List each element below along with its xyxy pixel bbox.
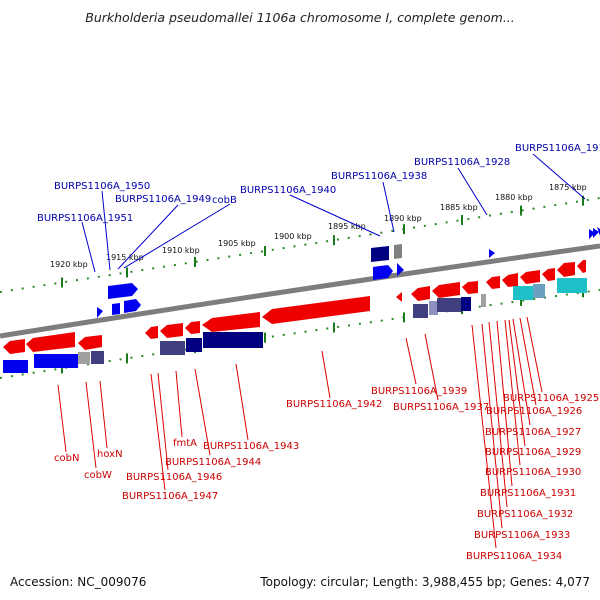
rna-feature[interactable] — [557, 278, 587, 293]
gene-feature[interactable] — [91, 351, 104, 364]
gene-label[interactable]: cobB — [212, 195, 237, 206]
gene-feature[interactable] — [78, 335, 102, 350]
rna-feature[interactable] — [513, 286, 533, 300]
gene-label[interactable]: BURPS1106A_1947 — [122, 491, 218, 502]
scale-label: 1895 kbp — [328, 222, 366, 231]
gene-label[interactable]: BURPS1106A_1939 — [371, 386, 467, 397]
gene-feature[interactable] — [124, 299, 141, 313]
gene-feature[interactable] — [160, 323, 183, 338]
gene-label[interactable]: BURPS1106A_1949 — [115, 194, 211, 205]
gene-feature[interactable] — [411, 286, 430, 301]
scale-label: 1905 kbp — [218, 239, 256, 248]
scale-label: 1920 kbp — [50, 260, 88, 269]
forward-gene-labels: BURPS1106A_1918 BURPS1106A_1928 BURPS110… — [37, 143, 600, 224]
genome-summary: Topology: circular; Length: 3,988,455 bp… — [260, 575, 590, 589]
gene-label[interactable]: BURPS1106A_1942 — [286, 399, 382, 410]
gene-feature[interactable] — [577, 260, 586, 273]
gene-feature[interactable] — [26, 332, 75, 352]
gene-feature[interactable] — [262, 296, 370, 324]
gene-feature[interactable] — [371, 246, 389, 262]
gene-label[interactable]: BURPS1106A_1938 — [331, 171, 427, 182]
gene-label[interactable]: BURPS1106A_1918 — [515, 143, 600, 154]
map-title: Burkholderia pseudomallei 1106a chromoso… — [85, 10, 515, 25]
gene-feature[interactable] — [432, 282, 460, 298]
reverse-gene-labels: BURPS1106A_1939 BURPS1106A_1937 BURPS110… — [54, 386, 599, 562]
accession-text: Accession: NC_009076 — [10, 575, 147, 589]
scale-label: 1890 kbp — [384, 214, 422, 223]
forward-genes — [97, 227, 600, 318]
gene-feature[interactable] — [542, 268, 555, 281]
scale-label: 1880 kbp — [495, 193, 533, 202]
gene-label[interactable]: BURPS1106A_1943 — [203, 441, 299, 452]
gene-label[interactable]: BURPS1106A_1940 — [240, 185, 336, 196]
gene-feature[interactable] — [597, 227, 600, 236]
gene-feature[interactable] — [145, 326, 158, 339]
scale-label: 1885 kbp — [440, 203, 478, 212]
chromosome-backbone — [0, 243, 600, 339]
gene-label[interactable]: BURPS1106A_1937 — [393, 402, 489, 413]
reverse-leader-lines — [57, 316, 543, 549]
gene-feature[interactable] — [429, 301, 438, 315]
gene-feature[interactable] — [97, 307, 103, 318]
reverse-genes — [3, 260, 586, 354]
gene-feature[interactable] — [557, 262, 575, 277]
scale-labels: 1875 kbp 1880 kbp 1885 kbp 1890 kbp 1895 kbp… — [50, 183, 587, 269]
gene-feature[interactable] — [112, 303, 120, 315]
gene-feature[interactable] — [108, 283, 138, 299]
scale-label: 1900 kbp — [274, 232, 312, 241]
gene-label[interactable]: BURPS1106A_1930 — [485, 467, 581, 478]
gene-feature[interactable] — [3, 339, 25, 354]
gene-label[interactable]: BURPS1106A_1929 — [485, 447, 581, 458]
gene-feature[interactable] — [3, 360, 28, 373]
gene-feature[interactable] — [34, 354, 78, 368]
gene-label[interactable]: cobN — [54, 453, 79, 464]
gene-feature[interactable] — [413, 304, 428, 318]
gene-label[interactable]: BURPS1106A_1950 — [54, 181, 150, 192]
gene-label[interactable]: cobW — [84, 470, 112, 481]
gene-feature[interactable] — [396, 292, 402, 302]
gene-feature[interactable] — [373, 265, 393, 280]
gene-feature[interactable] — [394, 244, 402, 259]
gene-label[interactable]: fmtA — [173, 438, 197, 449]
gene-label[interactable]: BURPS1106A_1927 — [485, 427, 581, 438]
gene-feature[interactable] — [437, 298, 462, 312]
gene-feature[interactable] — [203, 332, 263, 348]
gene-label[interactable]: BURPS1106A_1951 — [37, 213, 133, 224]
scale-label: 1915 kbp — [106, 253, 144, 262]
gene-feature[interactable] — [462, 281, 478, 294]
gene-label[interactable]: BURPS1106A_1926 — [486, 406, 582, 417]
gene-label[interactable]: BURPS1106A_1928 — [414, 157, 510, 168]
inner-gene-row — [3, 278, 587, 373]
gene-feature[interactable] — [481, 294, 486, 307]
tick-marks — [61, 195, 584, 374]
gene-feature[interactable] — [78, 352, 90, 364]
forward-leader-lines — [81, 153, 586, 273]
gene-feature[interactable] — [397, 263, 404, 276]
scale-label: 1875 kbp — [549, 183, 587, 192]
gene-feature[interactable] — [520, 270, 540, 284]
gene-feature[interactable] — [160, 341, 185, 355]
gene-label[interactable]: BURPS1106A_1931 — [480, 488, 576, 499]
gene-feature[interactable] — [589, 229, 595, 239]
gene-label[interactable]: BURPS1106A_1934 — [466, 551, 562, 562]
gene-label[interactable]: BURPS1106A_1944 — [165, 457, 261, 468]
scale-label: 1910 kbp — [162, 246, 200, 255]
gene-label[interactable]: BURPS1106A_1933 — [474, 530, 570, 541]
gene-feature[interactable] — [186, 338, 202, 352]
gene-feature[interactable] — [461, 297, 471, 311]
gene-label[interactable]: BURPS1106A_1925 — [503, 393, 599, 404]
gene-feature[interactable] — [489, 249, 495, 258]
rna-feature[interactable] — [533, 284, 545, 298]
gene-label[interactable]: BURPS1106A_1946 — [126, 472, 222, 483]
gene-feature[interactable] — [502, 273, 518, 287]
gene-feature[interactable] — [486, 276, 500, 289]
gene-feature[interactable] — [185, 321, 200, 334]
gene-label[interactable]: BURPS1106A_1932 — [477, 509, 573, 520]
gene-feature[interactable] — [202, 312, 260, 332]
gene-feature[interactable] — [593, 228, 599, 238]
gene-label[interactable]: hoxN — [97, 449, 123, 460]
